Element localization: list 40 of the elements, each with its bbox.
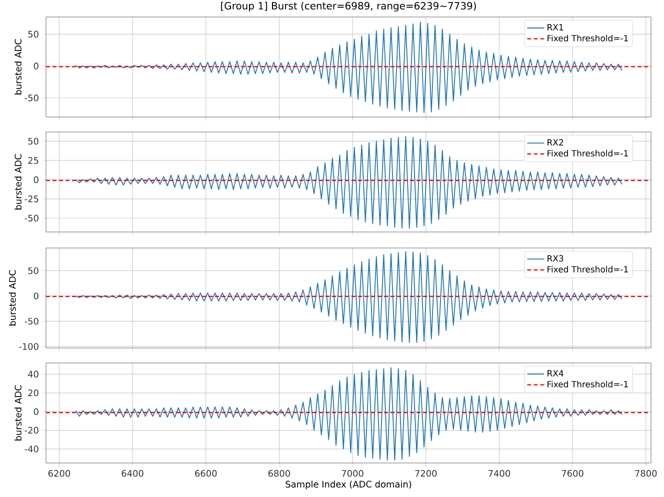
y-tick-label: 50 xyxy=(28,138,38,145)
chart-title: [Group 1] Burst (center=6989, range=6239~7739) xyxy=(221,2,476,12)
x-tick-label: 6800 xyxy=(268,470,290,477)
x-tick-label: 7600 xyxy=(562,470,584,477)
y-tick-label: -40 xyxy=(24,446,38,452)
x-tick-label: 6600 xyxy=(195,470,217,477)
legend-label: Fixed Threshold=-1 xyxy=(548,266,628,272)
y-axis-title: bursted ADC xyxy=(14,154,22,210)
legend-label: RX3 xyxy=(548,255,564,262)
x-tick-label: 7400 xyxy=(488,470,510,477)
y-tick-label: -50 xyxy=(24,94,38,102)
y-tick-label: 0 xyxy=(34,292,38,300)
legend-label: RX2 xyxy=(548,139,563,146)
y-tick-label: 50 xyxy=(28,30,38,38)
y-tick-label: 0 xyxy=(34,62,38,70)
legend-label: RX1 xyxy=(548,24,564,30)
y-tick-label: 50 xyxy=(28,267,38,274)
y-tick-label: -20 xyxy=(24,426,38,434)
x-tick-label: 7000 xyxy=(342,470,364,477)
y-tick-label: -100 xyxy=(19,343,38,350)
y-tick-label: -25 xyxy=(24,196,38,202)
y-axis-title: bursted ADC xyxy=(14,385,22,440)
y-tick-label: 0 xyxy=(34,408,38,415)
legend-label: Fixed Threshold=-1 xyxy=(548,34,628,42)
legend-label: Fixed Threshold=-1 xyxy=(548,150,628,156)
y-tick-label: 20 xyxy=(28,390,38,396)
x-tick-label: 7200 xyxy=(415,470,437,477)
x-tick-label: 6200 xyxy=(48,470,70,477)
y-tick-label: 0 xyxy=(34,176,38,184)
y-tick-label: 25 xyxy=(28,157,38,164)
x-tick-label: 7800 xyxy=(635,470,657,477)
legend-label: RX4 xyxy=(548,370,564,376)
y-tick-label: -50 xyxy=(24,214,38,222)
y-axis-title: bursted ADC xyxy=(14,39,22,94)
x-tick-label: 6400 xyxy=(122,470,144,477)
x-axis-title: Sample Index (ADC domain) xyxy=(286,480,412,490)
y-tick-label: 40 xyxy=(28,370,38,378)
y-tick-label: -50 xyxy=(24,318,38,325)
legend-label: Fixed Threshold=-1 xyxy=(548,380,628,388)
y-axis-title: bursted ADC xyxy=(8,270,16,326)
